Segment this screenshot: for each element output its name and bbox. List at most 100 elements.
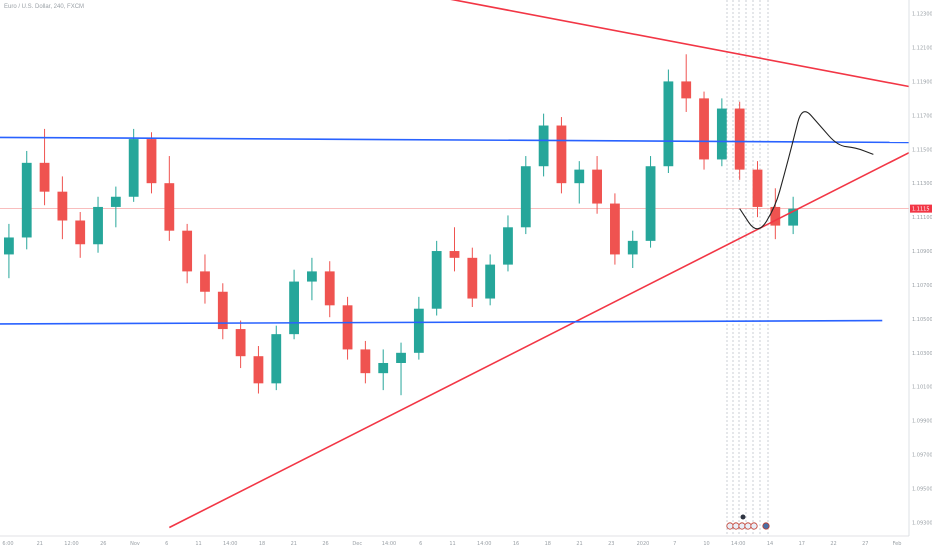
price-tick-label: 1.12300 bbox=[912, 12, 932, 18]
candle-body bbox=[21, 162, 32, 238]
candle-body bbox=[164, 183, 175, 231]
candle bbox=[663, 69, 674, 174]
candle-body bbox=[217, 291, 228, 330]
candle bbox=[699, 91, 709, 170]
candle-body bbox=[200, 271, 210, 292]
candle-body bbox=[610, 203, 620, 255]
candle-body bbox=[57, 191, 68, 221]
candle-body bbox=[396, 352, 406, 363]
candle bbox=[556, 117, 567, 194]
candle bbox=[752, 161, 763, 218]
candle-body bbox=[146, 139, 157, 184]
economic-event-flag-icon bbox=[762, 522, 770, 530]
price-tick-label: 1.10500 bbox=[912, 317, 932, 323]
candle-body bbox=[627, 240, 638, 255]
time-tick-label: 2020 bbox=[637, 541, 650, 547]
flag-circle bbox=[762, 522, 770, 530]
price-tick-label: 1.10100 bbox=[912, 385, 932, 391]
event-marker-icon bbox=[740, 514, 746, 520]
candle bbox=[467, 247, 478, 308]
candle-body bbox=[110, 196, 121, 207]
candle bbox=[21, 150, 32, 250]
time-tick-label: 14:00 bbox=[223, 541, 237, 547]
time-tick-label: 18 bbox=[545, 541, 551, 547]
candle bbox=[253, 346, 264, 394]
candle bbox=[538, 113, 549, 177]
candle bbox=[271, 325, 282, 391]
candle bbox=[342, 296, 353, 360]
time-tick-label: 10 bbox=[703, 541, 709, 547]
time-tick-label: Dec bbox=[352, 541, 362, 547]
time-tick-label: Feb bbox=[893, 541, 902, 547]
candle bbox=[324, 261, 335, 318]
flag-circle bbox=[750, 522, 758, 530]
candle-body bbox=[467, 257, 478, 299]
candle-body bbox=[592, 169, 602, 204]
candle-body bbox=[289, 281, 299, 335]
candle-body bbox=[75, 220, 86, 245]
price-tick-label: 1.10300 bbox=[912, 351, 932, 357]
candle-body bbox=[716, 108, 727, 160]
economic-event-flag-icon bbox=[732, 522, 740, 530]
price-tick-label: 1.12100 bbox=[912, 45, 932, 51]
candle bbox=[681, 54, 692, 112]
time-tick-label: 26 bbox=[322, 541, 328, 547]
candle-body bbox=[360, 349, 371, 374]
candle bbox=[307, 257, 317, 301]
time-tick-label: 11 bbox=[195, 541, 201, 547]
candle-body bbox=[574, 169, 585, 184]
candle-body bbox=[520, 166, 531, 228]
candle-body bbox=[699, 98, 709, 160]
candle-body bbox=[556, 125, 567, 184]
candle bbox=[610, 193, 620, 265]
flag-circle bbox=[738, 522, 746, 530]
time-tick-label: 6 bbox=[419, 541, 422, 547]
candle-body bbox=[128, 139, 139, 197]
candle bbox=[200, 254, 210, 304]
price-axis bbox=[909, 0, 932, 550]
candle bbox=[57, 176, 68, 240]
candle bbox=[503, 215, 513, 272]
red-trendline bbox=[168, 151, 910, 529]
candle-body bbox=[485, 264, 496, 299]
time-tick-label: 17 bbox=[799, 541, 805, 547]
candle bbox=[645, 156, 656, 248]
price-tick-label: 1.09700 bbox=[912, 453, 932, 459]
candle-body bbox=[681, 81, 692, 99]
time-tick-label: 14:00 bbox=[382, 541, 396, 547]
time-tick-label: 21 bbox=[291, 541, 297, 547]
candle bbox=[485, 254, 496, 306]
red-trendline bbox=[450, 0, 910, 88]
candle bbox=[788, 196, 799, 235]
candle bbox=[235, 320, 246, 369]
candle-body bbox=[4, 237, 14, 255]
blue-horizontal-line bbox=[0, 319, 883, 325]
candle-body bbox=[503, 227, 513, 265]
candle bbox=[770, 188, 781, 240]
candle bbox=[4, 223, 14, 279]
candle bbox=[716, 98, 727, 167]
candle-body bbox=[788, 208, 799, 226]
flag-circle bbox=[744, 522, 752, 530]
price-tick-label: 1.11700 bbox=[912, 113, 932, 119]
candle bbox=[146, 132, 157, 194]
price-tick-label: 1.10900 bbox=[912, 249, 932, 255]
current-price-label: 1.1115 bbox=[912, 207, 930, 213]
flag-circle bbox=[726, 522, 734, 530]
candle-body bbox=[235, 329, 246, 357]
candle bbox=[574, 161, 585, 204]
time-tick-label: 18 bbox=[259, 541, 265, 547]
candle-body bbox=[378, 362, 389, 374]
candle-body bbox=[342, 305, 353, 350]
projection-path bbox=[739, 111, 874, 230]
time-tick-label: 6:00 bbox=[2, 541, 13, 547]
candle-body bbox=[324, 271, 335, 306]
time-tick-label: 14:00 bbox=[731, 541, 745, 547]
time-tick-label: 16 bbox=[513, 541, 519, 547]
time-axis bbox=[0, 536, 932, 550]
price-tick-label: 1.11500 bbox=[912, 147, 932, 153]
candle-body bbox=[663, 81, 674, 167]
time-tick-label: 27 bbox=[862, 541, 868, 547]
